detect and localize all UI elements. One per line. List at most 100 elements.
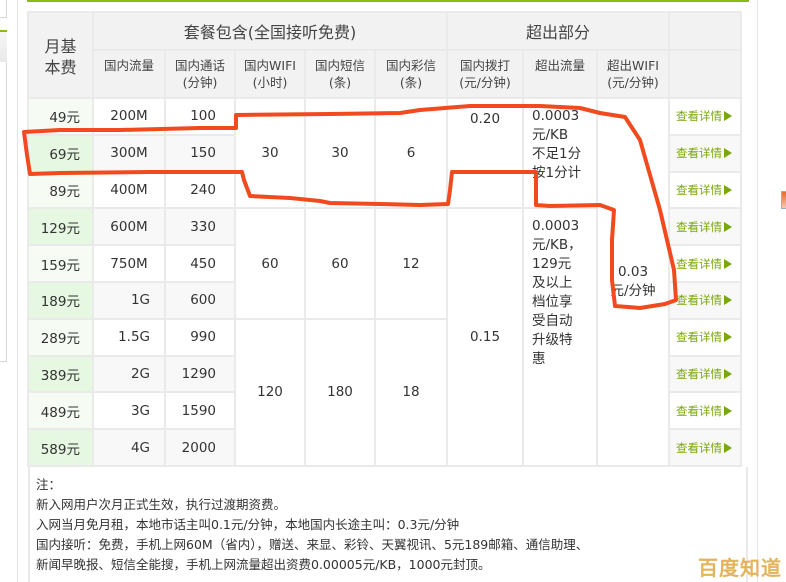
- minutes-cell: 600: [164, 280, 236, 320]
- data-cell: 1.5G: [92, 317, 166, 357]
- play-arrow-icon: [724, 258, 732, 269]
- play-arrow-icon: [724, 442, 732, 453]
- fee-cell: 589元: [27, 428, 94, 467]
- call-rate-cell: 0.20: [446, 96, 524, 210]
- fee-cell: 189元: [27, 280, 94, 320]
- fee-cell: 69元: [27, 133, 94, 173]
- header-detail-empty: [668, 49, 742, 99]
- minutes-cell: 100: [164, 97, 236, 136]
- data-cell: 300M: [92, 133, 166, 173]
- right-divider: [757, 0, 758, 582]
- fee-cell: 489元: [27, 391, 94, 431]
- wifi-hours-cell: 30: [234, 96, 306, 210]
- header-wifi: 国内WIFI (小时): [234, 49, 306, 99]
- play-arrow-icon: [724, 368, 732, 379]
- header-sms: 国内短信 (条): [304, 49, 376, 99]
- mms-cell: 6: [374, 96, 448, 210]
- detail-cell: 查看详情: [668, 170, 742, 210]
- notes-section: 注： 新入网用户次月正式生效，执行过渡期资费。 入网当月免月租，本地市话主叫0.…: [28, 467, 748, 582]
- detail-cell: 查看详情: [668, 133, 742, 173]
- minutes-cell: 330: [164, 207, 236, 247]
- data-cell: 3G: [92, 391, 166, 431]
- header-overage-data: 超出流量: [522, 49, 598, 99]
- wifi-hours-cell: 60: [234, 207, 306, 320]
- table-row: 489元 3G 1590 查看详情: [27, 391, 742, 431]
- mms-cell: 18: [374, 317, 448, 467]
- notes-title: 注：: [36, 477, 62, 492]
- view-detail-link[interactable]: 查看详情: [676, 441, 732, 455]
- minutes-cell: 150: [164, 133, 236, 173]
- play-arrow-icon: [724, 295, 732, 306]
- play-arrow-icon: [724, 184, 732, 195]
- notes-line: 新闻早晚报、短信全能搜，手机上网流量超出资费0.00005元/KB，1000元封…: [36, 557, 491, 572]
- data-cell: 400M: [92, 170, 166, 210]
- header-data: 国内流量: [92, 49, 166, 99]
- view-detail-link[interactable]: 查看详情: [676, 257, 732, 271]
- detail-cell: 查看详情: [668, 97, 742, 136]
- top-green-bar: [27, 0, 749, 2]
- sidebar-panel: [0, 62, 7, 362]
- baidu-zhidao-watermark: 百度知道: [698, 556, 782, 580]
- fee-cell: 129元: [27, 207, 94, 247]
- play-arrow-icon: [724, 405, 732, 416]
- overage-data-cell: 0.0003 元/KB 不足1分 按1分计: [522, 96, 598, 210]
- left-sidebar-fragment: [0, 0, 18, 582]
- view-detail-link[interactable]: 查看详情: [676, 367, 732, 381]
- detail-cell: 查看详情: [668, 244, 742, 283]
- minutes-cell: 240: [164, 170, 236, 210]
- view-detail-link[interactable]: 查看详情: [676, 330, 732, 344]
- minutes-cell: 2000: [164, 428, 236, 467]
- header-minutes: 国内通话 (分钟): [164, 49, 236, 99]
- fee-cell: 49元: [27, 97, 94, 136]
- fee-cell: 89元: [27, 170, 94, 210]
- sms-cell: 180: [304, 317, 376, 467]
- play-arrow-icon: [724, 221, 732, 232]
- notes-line: 新入网用户次月正式生效，执行过渡期资费。: [36, 497, 287, 512]
- call-rate-cell: 0.15: [446, 207, 524, 467]
- overage-data-cell: 0.0003 元/KB， 129元 及以上 档位享 受自动 升级特 惠: [522, 207, 598, 467]
- side-float-icon[interactable]: [781, 191, 786, 209]
- wifi-hours-cell: 120: [234, 317, 306, 467]
- header-call-rate: 国内拨打 (元/分钟): [446, 49, 524, 99]
- data-cell: 4G: [92, 428, 166, 467]
- data-cell: 200M: [92, 97, 166, 136]
- notes-line: 国内接听：免费，手机上网60M（省内），赠送、来显、彩铃、天翼视讯、5元189邮…: [36, 537, 589, 552]
- table-row: 589元 4G 2000 查看详情: [27, 428, 742, 467]
- left-divider: [17, 0, 18, 582]
- view-detail-link[interactable]: 查看详情: [676, 220, 732, 234]
- view-detail-link[interactable]: 查看详情: [676, 404, 732, 418]
- data-cell: 750M: [92, 244, 166, 283]
- sidebar-tab[interactable]: [0, 32, 7, 62]
- play-arrow-icon: [724, 111, 732, 122]
- data-cell: 2G: [92, 354, 166, 394]
- detail-cell: 查看详情: [668, 428, 742, 467]
- mms-cell: 12: [374, 207, 448, 320]
- detail-cell: 查看详情: [668, 391, 742, 431]
- table-row: 289元 1.5G 990 120 180 18 查看详情: [27, 317, 742, 467]
- view-detail-link[interactable]: 查看详情: [676, 146, 732, 160]
- view-detail-link[interactable]: 查看详情: [676, 109, 732, 123]
- fee-cell: 289元: [27, 317, 94, 357]
- sidebar-box: [0, 0, 7, 18]
- detail-cell: 查看详情: [668, 207, 742, 247]
- sidebar-green-bar: [0, 30, 7, 32]
- header-mms: 国内彩信 (条): [374, 49, 448, 99]
- fee-cell: 159元: [27, 244, 94, 283]
- overage-wifi-cell: 0.03 元/分钟: [596, 97, 670, 467]
- detail-cell: 查看详情: [668, 280, 742, 320]
- sms-cell: 60: [304, 207, 376, 320]
- minutes-cell: 990: [164, 317, 236, 357]
- fee-cell: 389元: [27, 354, 94, 394]
- data-cell: 1G: [92, 280, 166, 320]
- view-detail-link[interactable]: 查看详情: [676, 293, 732, 307]
- header-empty: [668, 11, 742, 51]
- header-overage-wifi: 超出WIFI (元/分钟): [596, 49, 670, 99]
- view-detail-link[interactable]: 查看详情: [676, 183, 732, 197]
- play-arrow-icon: [724, 332, 732, 343]
- price-table: 月基本费 套餐包含(全国接听免费) 超出部分 国内流量 国内通话 (分钟) 国内W…: [27, 11, 742, 467]
- detail-cell: 查看详情: [668, 354, 742, 394]
- minutes-cell: 1290: [164, 354, 236, 394]
- minutes-cell: 450: [164, 244, 236, 283]
- data-cell: 600M: [92, 207, 166, 247]
- table-row: 49元 200M 100 30 30 6 0.20 0.0003 元/KB 不足…: [27, 96, 742, 467]
